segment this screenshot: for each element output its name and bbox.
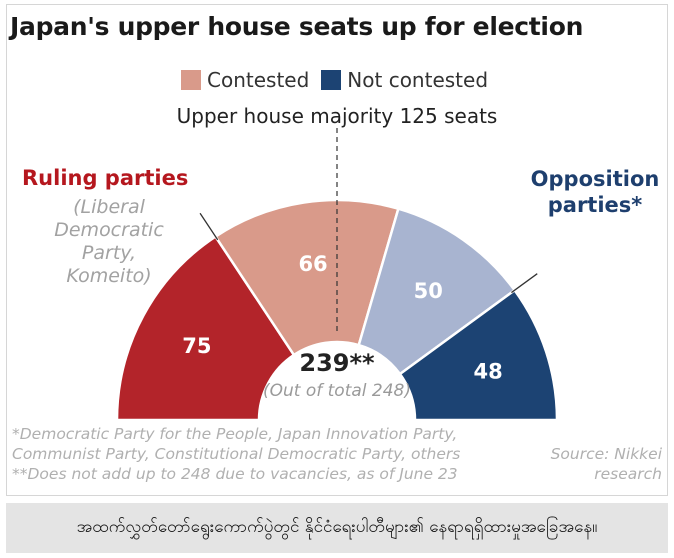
- seat-segment-1: [115, 234, 296, 422]
- seat-value-label-3: 50: [414, 279, 443, 303]
- ruling-parties-title: Ruling parties: [22, 166, 189, 190]
- chart-legend: Contested Not contested: [181, 68, 494, 92]
- group-divider-2: [511, 273, 538, 294]
- caption-text: အထက်လွှတ်တော်ရွေးကောက်ပွဲတွင် နိုင်ငံရေး…: [76, 516, 598, 537]
- opposition-parties-title: Opposition parties*: [530, 167, 660, 217]
- legend-swatch-not-contested: [321, 70, 342, 90]
- legend-swatch-contested: [181, 70, 201, 90]
- footnotes: *Democratic Party for the People, Japan …: [12, 425, 461, 483]
- ruling-parties-subtitle: (Liberal Democratic Party, Komeito): [54, 196, 164, 287]
- chart-svg: 75 66 50 48: [115, 128, 559, 422]
- total-seats-label: 239**: [299, 349, 375, 377]
- group-divider-1: [199, 212, 219, 241]
- chart-title: Japan's upper house seats up for electio…: [10, 12, 584, 41]
- source-note: Source: Nikkei research: [550, 445, 662, 483]
- seat-segment-4: [398, 288, 559, 422]
- caption-bar: အထက်လွှတ်တော်ရွေးကောက်ပွဲတွင် နိုင်ငံရေး…: [6, 503, 668, 553]
- total-seats-sub: (Out of total 248): [262, 381, 411, 401]
- legend-item-contested: Contested: [181, 68, 309, 92]
- seat-value-label-2: 66: [298, 252, 327, 276]
- legend-label-not-contested: Not contested: [347, 68, 489, 92]
- seat-value-label-1: 75: [182, 334, 211, 358]
- seat-value-label-4: 48: [474, 360, 503, 384]
- seat-segment-2: [213, 198, 400, 357]
- majority-annotation: Upper house majority 125 seats: [176, 104, 498, 128]
- seat-segment-3: [357, 207, 517, 376]
- legend-label-contested: Contested: [207, 68, 310, 92]
- legend-item-not-contested: Not contested: [321, 68, 488, 92]
